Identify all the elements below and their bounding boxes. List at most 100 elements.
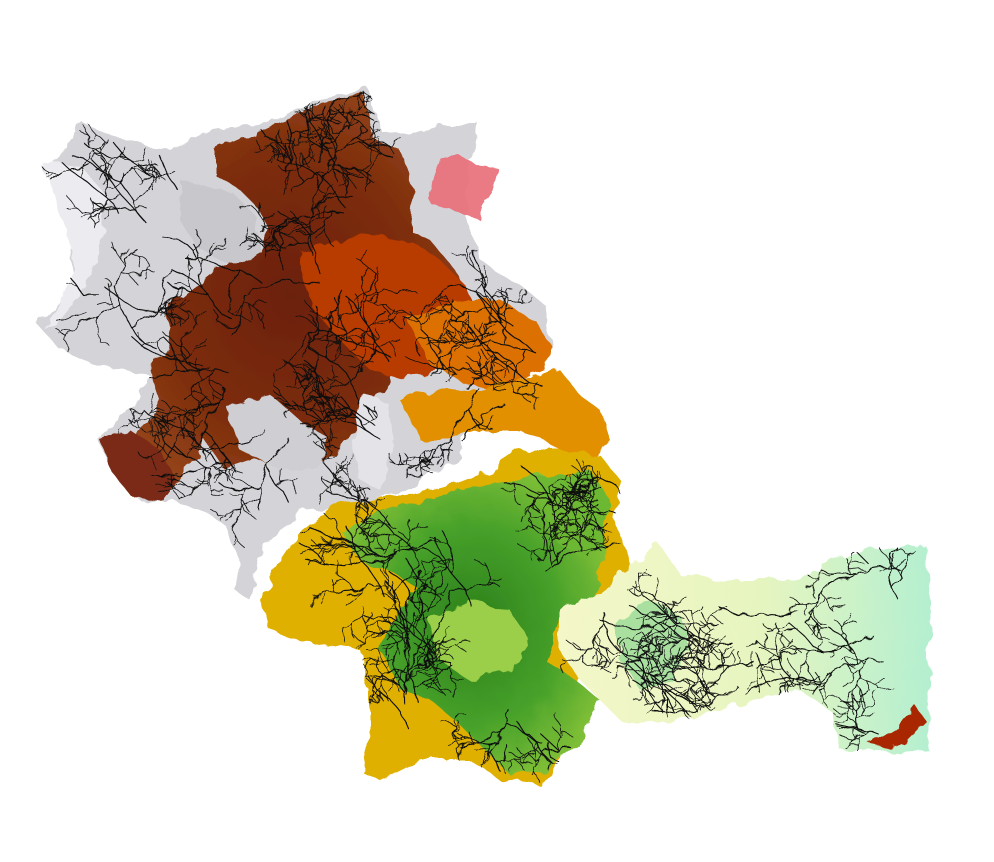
stream-line — [364, 611, 372, 624]
stream-line — [394, 643, 406, 685]
stream-line — [259, 128, 291, 161]
stream-line — [593, 541, 607, 546]
stream-line — [423, 643, 436, 666]
stream-line — [188, 255, 193, 268]
stream-line — [381, 513, 386, 527]
stream-line — [102, 158, 149, 225]
stream-line — [116, 425, 129, 433]
stream-line — [322, 318, 345, 330]
stream-line — [211, 387, 224, 395]
stream-line — [562, 660, 567, 674]
stream-line — [891, 548, 902, 554]
stream-line — [564, 498, 574, 509]
stream-line — [323, 456, 337, 461]
stream-line — [208, 507, 220, 517]
stream-line — [280, 167, 293, 173]
stream-line — [513, 758, 524, 769]
stream-line — [383, 523, 397, 529]
stream-line — [512, 390, 536, 397]
stream-line — [872, 690, 877, 704]
stream-line — [214, 466, 226, 472]
stream-line — [438, 636, 443, 662]
stream-line — [669, 662, 683, 669]
stream-line — [488, 578, 503, 581]
stream-line — [656, 635, 696, 656]
stream-line — [150, 408, 164, 412]
stream-line — [521, 289, 527, 303]
stream-line — [89, 153, 103, 160]
stream-line — [236, 305, 245, 317]
stream-line — [362, 658, 377, 662]
stream-line — [434, 294, 446, 303]
stream-line — [503, 741, 506, 763]
stream-line — [179, 429, 194, 433]
stream-line — [98, 168, 108, 180]
stream-line — [158, 424, 187, 458]
stream-line — [108, 283, 113, 308]
stream-line — [641, 666, 655, 687]
stream-line — [375, 655, 385, 678]
stream-line — [470, 253, 474, 268]
stream-line — [274, 128, 280, 142]
stream-line — [508, 752, 522, 758]
stream-line — [586, 499, 599, 508]
stream-line — [408, 660, 452, 671]
stream-line — [227, 270, 242, 313]
stream-line — [91, 159, 110, 199]
stream-line — [689, 652, 699, 663]
stream-line — [442, 318, 446, 333]
stream-line — [323, 462, 353, 497]
stream-line — [159, 428, 172, 436]
stream-line — [404, 628, 428, 705]
stream-line — [615, 484, 619, 493]
stream-line — [426, 678, 438, 686]
stream-line — [530, 548, 555, 552]
stream-line — [643, 689, 649, 702]
stream-line — [481, 751, 489, 763]
stream-line — [627, 586, 641, 591]
stream-line — [367, 319, 393, 325]
stream-line — [449, 299, 455, 314]
stream-line — [134, 206, 148, 210]
stream-line — [580, 480, 595, 484]
stream-line — [595, 649, 598, 663]
stream-line — [617, 658, 630, 665]
stream-line — [481, 326, 486, 351]
stream-line — [302, 396, 315, 404]
stream-line — [356, 631, 374, 649]
stream-line — [493, 387, 507, 392]
stream-line — [192, 415, 196, 441]
stream-line — [638, 646, 659, 661]
stream-line — [92, 201, 135, 211]
stream-line — [722, 646, 733, 656]
stream-line — [151, 422, 154, 437]
stream-line — [297, 378, 306, 390]
stream-line — [80, 305, 122, 324]
stream-line — [839, 725, 848, 730]
stream-line — [474, 275, 487, 282]
stream-line — [331, 105, 344, 114]
stream-line — [149, 391, 154, 417]
stream-line — [80, 292, 98, 294]
stream-line — [363, 94, 369, 108]
stream-line — [162, 236, 198, 260]
stream-line — [484, 562, 491, 585]
stream-line — [430, 648, 440, 659]
stream-line — [658, 627, 671, 649]
stream-line — [481, 743, 489, 766]
stream-line — [438, 665, 451, 674]
stream-line — [88, 133, 96, 146]
stream-line — [847, 664, 857, 676]
stream-line — [585, 522, 607, 535]
stream-line — [155, 339, 162, 353]
stream-line — [452, 732, 464, 742]
stream-line — [231, 529, 247, 550]
stream-line — [531, 503, 541, 514]
stream-line — [425, 638, 438, 648]
stream-line — [697, 643, 704, 656]
stream-line — [401, 611, 429, 647]
stream-line — [162, 479, 179, 499]
stream-line — [602, 610, 655, 661]
stream-line — [849, 730, 870, 746]
stream-line — [646, 702, 656, 714]
